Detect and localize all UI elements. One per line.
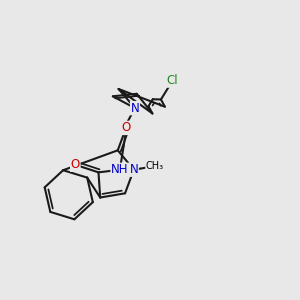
Text: NH: NH — [111, 163, 129, 176]
Text: Cl: Cl — [167, 74, 178, 87]
Text: N: N — [129, 163, 138, 176]
Text: O: O — [122, 122, 131, 134]
Text: N: N — [130, 102, 140, 115]
Text: CH₃: CH₃ — [146, 161, 164, 171]
Text: O: O — [71, 158, 80, 171]
